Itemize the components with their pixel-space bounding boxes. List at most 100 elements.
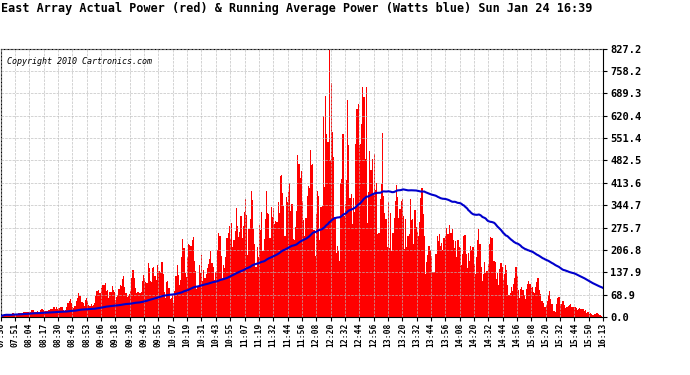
Bar [325, 96, 326, 317]
Bar [313, 230, 315, 317]
Bar [54, 306, 55, 317]
Bar [345, 204, 346, 317]
Bar [245, 199, 246, 317]
Bar [584, 311, 585, 317]
Bar [322, 206, 323, 317]
Bar [338, 251, 339, 317]
Bar [461, 266, 462, 317]
Bar [121, 286, 122, 317]
Bar [187, 257, 188, 317]
Bar [332, 132, 333, 317]
Bar [206, 274, 207, 317]
Bar [10, 314, 12, 317]
Bar [565, 308, 566, 317]
Bar [449, 225, 451, 317]
Bar [544, 307, 546, 317]
Bar [591, 314, 592, 317]
Bar [367, 223, 368, 317]
Bar [168, 288, 170, 317]
Bar [49, 310, 50, 317]
Bar [495, 279, 497, 317]
Bar [43, 310, 44, 317]
Bar [298, 164, 299, 317]
Bar [78, 292, 79, 317]
Bar [455, 241, 456, 317]
Bar [181, 258, 182, 317]
Bar [269, 238, 270, 317]
Bar [131, 278, 132, 317]
Bar [515, 267, 517, 317]
Bar [56, 307, 57, 317]
Bar [293, 239, 294, 317]
Bar [411, 220, 412, 317]
Bar [396, 184, 397, 317]
Bar [477, 240, 478, 317]
Bar [598, 314, 599, 317]
Bar [66, 307, 68, 317]
Bar [270, 207, 272, 317]
Bar [330, 160, 331, 317]
Bar [413, 244, 415, 317]
Text: Copyright 2010 Cartronics.com: Copyright 2010 Cartronics.com [7, 57, 152, 66]
Bar [521, 286, 522, 317]
Bar [115, 300, 116, 317]
Bar [280, 176, 281, 317]
Bar [593, 315, 594, 317]
Bar [410, 199, 411, 317]
Bar [599, 315, 600, 317]
Bar [484, 262, 485, 317]
Bar [277, 202, 279, 317]
Bar [244, 212, 245, 317]
Bar [156, 280, 157, 317]
Bar [471, 250, 473, 317]
Bar [422, 214, 424, 317]
Bar [32, 310, 34, 317]
Bar [68, 301, 70, 317]
Bar [320, 207, 322, 317]
Bar [182, 239, 184, 317]
Bar [137, 292, 138, 317]
Bar [12, 313, 13, 317]
Bar [259, 225, 260, 317]
Bar [6, 314, 7, 317]
Bar [315, 255, 316, 317]
Bar [262, 251, 264, 317]
Bar [592, 315, 593, 317]
Bar [519, 298, 520, 317]
Bar [578, 309, 580, 317]
Bar [39, 310, 41, 317]
Bar [172, 294, 173, 317]
Bar [415, 227, 417, 317]
Bar [15, 315, 17, 317]
Bar [344, 216, 345, 317]
Bar [395, 201, 396, 317]
Bar [427, 255, 428, 317]
Bar [490, 237, 491, 317]
Bar [233, 240, 235, 317]
Bar [51, 309, 52, 317]
Bar [448, 234, 449, 317]
Bar [389, 248, 390, 317]
Bar [326, 134, 328, 317]
Bar [404, 249, 405, 317]
Bar [507, 285, 509, 317]
Bar [267, 213, 268, 317]
Bar [13, 313, 14, 317]
Bar [88, 304, 90, 317]
Bar [8, 315, 10, 317]
Bar [335, 253, 337, 317]
Bar [444, 236, 446, 317]
Bar [151, 282, 152, 317]
Bar [217, 250, 218, 317]
Bar [281, 176, 282, 317]
Bar [513, 284, 514, 317]
Bar [239, 232, 240, 317]
Bar [135, 288, 136, 317]
Bar [572, 307, 573, 317]
Bar [179, 285, 180, 317]
Bar [188, 244, 189, 317]
Bar [371, 159, 373, 317]
Bar [486, 271, 488, 317]
Bar [204, 278, 206, 317]
Bar [274, 224, 275, 317]
